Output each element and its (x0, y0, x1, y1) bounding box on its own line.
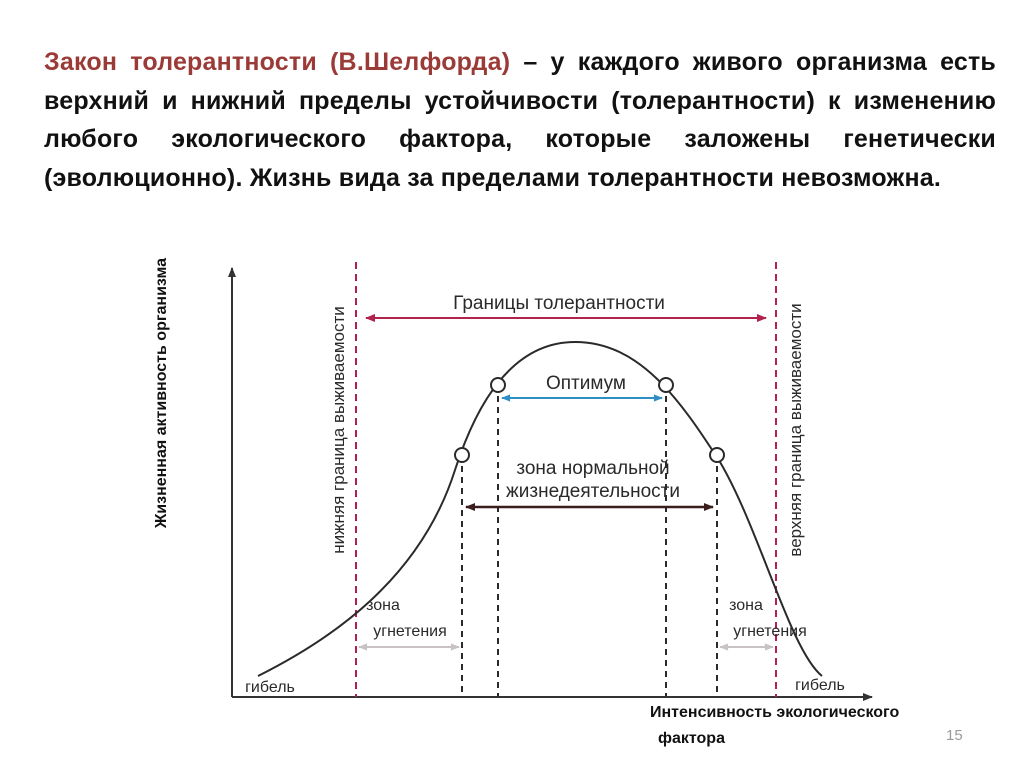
x-axis-label-line1: Интенсивность экологического (650, 704, 900, 721)
normal-zone-right-point (709, 447, 725, 463)
lower-survival-limit-label: нижняя граница выживаемости (329, 306, 348, 553)
normal-zone-label-line1: зона нормальной (516, 458, 669, 479)
oppression-zone-right-label-line2: угнетения (733, 623, 807, 640)
tolerance-limits-label: Границы толерантности (453, 293, 665, 314)
oppression-zone-right-label-line1: зона (729, 597, 763, 614)
x-axis-label: Интенсивность экологического фактора (650, 700, 970, 752)
law-paragraph: Закон толерантности (В.Шелфорда) – у каж… (44, 43, 996, 197)
oppression-zone-left-label-line2: угнетения (373, 623, 447, 640)
normal-zone-label-line2: жизнедеятельности (506, 481, 680, 502)
death-left-label: гибель (245, 679, 295, 696)
page-number: 15 (946, 727, 963, 744)
upper-survival-limit-label: верхняя граница выживаемости (786, 303, 805, 556)
optimum-left-point (490, 377, 506, 393)
normal-zone-left-point (454, 447, 470, 463)
tolerance-curve (257, 340, 823, 677)
optimum-label: Оптимум (546, 373, 626, 394)
x-axis-label-line2: фактора (658, 730, 725, 747)
optimum-right-point (658, 377, 674, 393)
death-right-label: гибель (795, 677, 845, 694)
y-axis-label: Жизненная активность организма (153, 258, 170, 529)
law-definition: – у каждого живого организма есть верхни… (44, 48, 996, 192)
law-title: Закон толерантности (В.Шелфорда) (44, 48, 511, 76)
oppression-zone-left-label-line1: зона (366, 597, 400, 614)
